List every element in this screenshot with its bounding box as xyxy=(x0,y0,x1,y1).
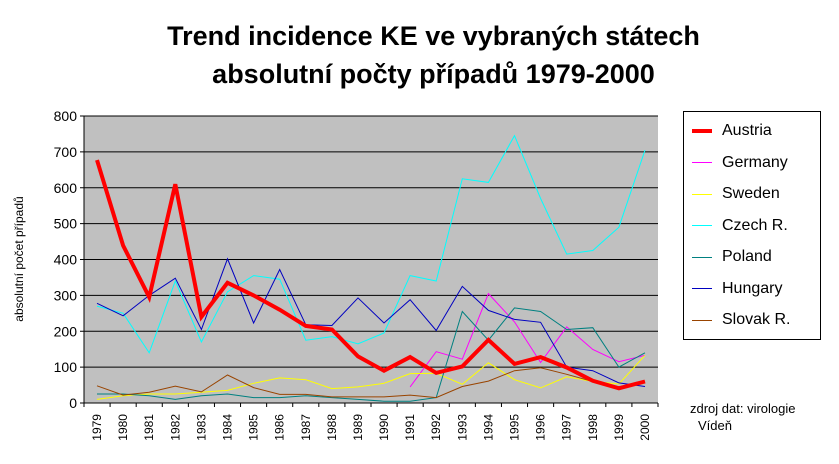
series-line-poland xyxy=(97,307,646,402)
legend-item-germany: Germany xyxy=(692,152,788,174)
x-tick-label: 1980 xyxy=(116,414,130,441)
legend-label: Hungary xyxy=(722,279,783,297)
x-tick-label: 2000 xyxy=(638,414,652,441)
source-line-2: Vídeň xyxy=(698,418,732,433)
x-tick-label: 1989 xyxy=(351,414,365,441)
legend-swatch xyxy=(692,288,712,289)
legend-swatch xyxy=(692,256,712,258)
series-line-hungary xyxy=(96,257,646,387)
x-tick-label: 1983 xyxy=(194,414,208,441)
legend: Austria Germany Sweden Czech R. Poland Hungar… xyxy=(683,111,821,340)
legend-swatch xyxy=(692,129,712,133)
legend-swatch xyxy=(692,193,712,195)
series-line-slovak-r xyxy=(96,367,646,399)
legend-swatch xyxy=(692,162,712,163)
series-line-czech-r xyxy=(96,134,646,354)
legend-swatch xyxy=(692,319,712,321)
x-tick-label: 1986 xyxy=(273,414,287,441)
chart-title: Trend incidence KE ve vybraných státech xyxy=(167,21,700,51)
legend-item-poland: Poland xyxy=(692,246,772,268)
legend-item-slovak-r: Slovak R. xyxy=(692,309,790,331)
x-tick-label: 1994 xyxy=(481,414,495,441)
x-tick-label: 1979 xyxy=(90,414,104,441)
y-tick-label: 0 xyxy=(69,395,77,411)
legend-label: Czech R. xyxy=(722,216,788,234)
x-tick-label: 1992 xyxy=(429,414,443,441)
y-tick-label: 100 xyxy=(54,359,78,375)
legend-swatch xyxy=(692,225,712,226)
x-tick-label: 1999 xyxy=(612,414,626,441)
legend-item-czech-r: Czech R. xyxy=(692,215,788,237)
x-tick-label: 1993 xyxy=(455,414,469,441)
y-tick-label: 800 xyxy=(54,108,78,124)
source-note: zdroj dat: virologie Vídeň xyxy=(690,400,796,434)
source-line-1: zdroj dat: virologie xyxy=(690,401,796,416)
x-tick-label: 1990 xyxy=(377,414,391,441)
x-tick-label: 1991 xyxy=(403,414,417,441)
x-tick-label: 1997 xyxy=(560,414,574,441)
y-tick-label: 300 xyxy=(54,287,78,303)
x-tick-label: 1996 xyxy=(534,414,548,441)
legend-item-sweden: Sweden xyxy=(692,183,780,205)
legend-label: Sweden xyxy=(722,185,780,202)
legend-label: Poland xyxy=(722,248,772,265)
series-line-sweden xyxy=(96,354,646,400)
legend-item-austria: Austria xyxy=(692,120,772,142)
legend-label: Austria xyxy=(722,122,772,139)
y-tick-label: 500 xyxy=(54,216,78,232)
x-tick-label: 1995 xyxy=(508,414,522,441)
y-tick-label: 700 xyxy=(54,144,78,160)
x-tick-label: 1998 xyxy=(586,414,600,441)
x-tick-label: 1981 xyxy=(142,414,156,441)
x-tick-label: 1988 xyxy=(325,414,339,441)
y-tick-label: 600 xyxy=(54,180,78,196)
x-tick-label: 1984 xyxy=(221,414,235,441)
legend-label: Germany xyxy=(722,153,788,171)
y-tick-label: 200 xyxy=(54,323,78,339)
y-tick-label: 400 xyxy=(54,252,78,268)
x-tick-label: 1987 xyxy=(299,414,313,441)
x-tick-label: 1985 xyxy=(247,414,261,441)
x-tick-label: 1982 xyxy=(168,414,182,441)
legend-item-hungary: Hungary xyxy=(692,278,782,300)
legend-label: Slovak R. xyxy=(722,311,791,328)
chart-subtitle: absolutní počty případů 1979-2000 xyxy=(212,59,655,89)
series-line-austria xyxy=(95,159,646,391)
